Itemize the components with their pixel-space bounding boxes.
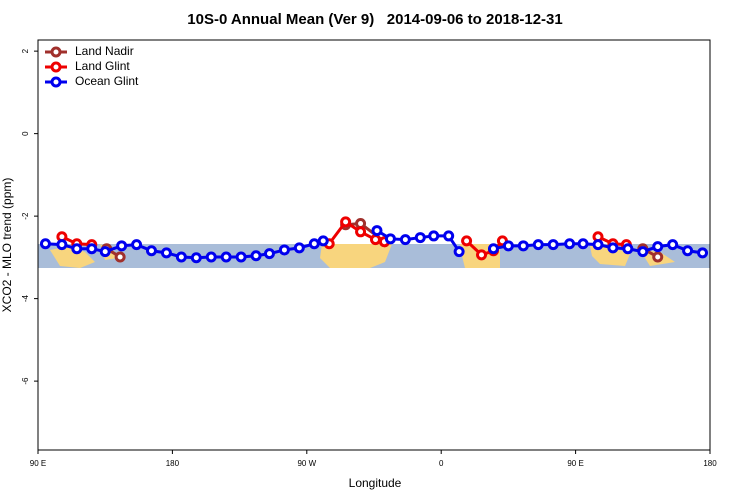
point	[697, 247, 709, 259]
point	[487, 243, 499, 255]
point	[592, 239, 604, 251]
point	[114, 251, 126, 263]
point	[652, 251, 664, 263]
x-tick-label: 180	[166, 459, 180, 468]
point	[461, 235, 473, 247]
point	[532, 239, 544, 251]
point	[160, 247, 172, 259]
point	[399, 234, 411, 246]
point	[56, 239, 68, 251]
point	[205, 251, 217, 263]
point	[220, 251, 232, 263]
legend-marker	[50, 46, 62, 58]
point	[278, 244, 290, 256]
point	[340, 216, 352, 228]
x-tick-label: 0	[439, 459, 444, 468]
x-tick-label: 180	[703, 459, 717, 468]
y-tick-label: 0	[21, 131, 30, 136]
point	[39, 238, 51, 250]
y-tick-label: -4	[21, 295, 30, 303]
point	[476, 249, 488, 261]
y-axis-title: XCO2 - MLO trend (ppm)	[0, 178, 14, 313]
legend-marker	[50, 76, 62, 88]
point	[652, 241, 664, 253]
chart-title: 10S-0 Annual Mean (Ver 9) 2014-09-06 to …	[187, 11, 562, 28]
point	[517, 240, 529, 252]
point	[235, 251, 247, 263]
point	[86, 243, 98, 255]
y-tick-label: -6	[21, 377, 30, 385]
x-tick-label: 90 E	[567, 459, 583, 468]
point	[263, 248, 275, 260]
x-tick-label: 90 W	[297, 459, 316, 468]
point	[317, 235, 329, 247]
point	[293, 242, 305, 254]
point	[547, 239, 559, 251]
plot-frame	[37, 39, 711, 451]
point	[637, 246, 649, 258]
point	[175, 251, 187, 263]
point	[116, 240, 128, 252]
x-axis-title: Longitude	[349, 476, 402, 490]
legend-label: Land Glint	[75, 59, 130, 73]
point	[71, 243, 83, 255]
legend-marker	[50, 61, 62, 73]
point	[428, 230, 440, 242]
point	[384, 233, 396, 245]
point	[131, 239, 143, 251]
point	[577, 238, 589, 250]
point	[622, 243, 634, 255]
point	[190, 252, 202, 264]
point	[682, 245, 694, 257]
point	[308, 238, 320, 250]
point	[355, 226, 367, 238]
point	[564, 238, 576, 250]
point	[607, 242, 619, 254]
point	[250, 250, 262, 262]
point	[667, 239, 679, 251]
legend-label: Ocean Glint	[75, 74, 139, 88]
point	[371, 225, 383, 237]
point	[502, 240, 514, 252]
point	[414, 232, 426, 244]
legend-label: Land Nadir	[75, 44, 134, 58]
point	[145, 245, 157, 257]
point	[99, 246, 111, 258]
point	[369, 234, 381, 246]
x-tick-label: 90 E	[30, 459, 46, 468]
y-tick-label: -2	[21, 212, 30, 220]
y-tick-label: 2	[21, 48, 30, 53]
point	[453, 246, 465, 258]
point	[443, 230, 455, 242]
